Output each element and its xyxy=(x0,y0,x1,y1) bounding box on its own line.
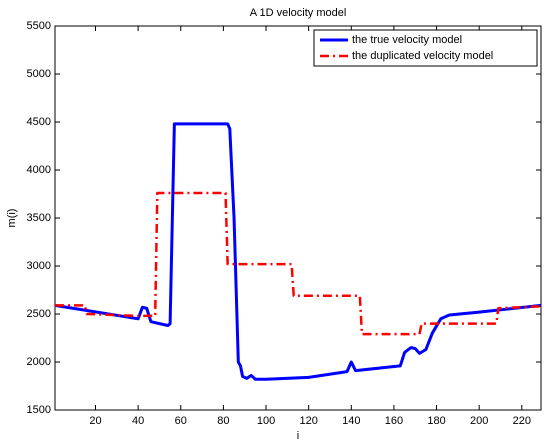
y-tick-label: 5500 xyxy=(27,20,51,32)
x-tick-label: 100 xyxy=(257,415,275,427)
x-tick-label: 60 xyxy=(175,415,187,427)
x-tick-label: 120 xyxy=(299,415,317,427)
x-tick-label: 160 xyxy=(385,415,403,427)
legend-label: the duplicated velocity model xyxy=(352,50,493,62)
x-tick-label: 80 xyxy=(217,415,229,427)
y-tick-label: 4500 xyxy=(27,116,51,128)
x-tick-label: 200 xyxy=(470,415,488,427)
y-tick-label: 2000 xyxy=(27,356,51,368)
y-tick-label: 1500 xyxy=(27,404,51,416)
y-tick-label: 4000 xyxy=(27,164,51,176)
plot-area xyxy=(54,25,542,411)
x-tick-label: 180 xyxy=(427,415,445,427)
y-tick-label: 5000 xyxy=(27,68,51,80)
x-tick-label: 140 xyxy=(342,415,360,427)
legend-label: the true velocity model xyxy=(352,34,462,46)
x-tick-label: 20 xyxy=(89,415,101,427)
y-tick-label: 3000 xyxy=(27,260,51,272)
y-tick-label: 3500 xyxy=(27,212,51,224)
x-tick-label: 40 xyxy=(132,415,144,427)
y-axis-label: m(i) xyxy=(6,209,18,228)
chart-title: A 1D velocity model xyxy=(250,7,347,19)
legend-box xyxy=(313,29,538,67)
data-line xyxy=(54,122,542,381)
x-axis-label: i xyxy=(297,430,299,442)
y-tick-label: 2500 xyxy=(27,308,51,320)
x-tick-label: 220 xyxy=(513,415,531,427)
